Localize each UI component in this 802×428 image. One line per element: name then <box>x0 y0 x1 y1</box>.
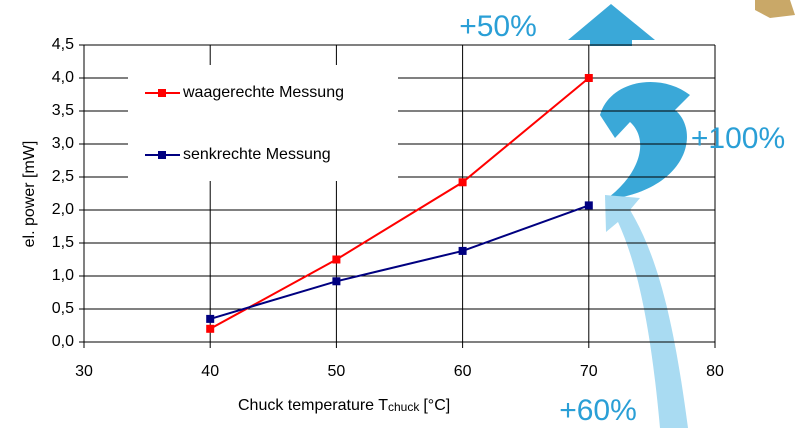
y-tick-label: 0,0 <box>52 333 74 350</box>
point <box>459 247 467 255</box>
point <box>585 74 593 82</box>
y-tick-label: 3,0 <box>52 135 74 152</box>
x-tick-label: 30 <box>75 363 93 380</box>
y-tick-label: 4,0 <box>52 69 74 86</box>
point <box>206 325 214 333</box>
y-tick-label: 0,5 <box>52 300 74 317</box>
up-arrow <box>568 4 655 46</box>
y-tick-label: 1,0 <box>52 267 74 284</box>
series-line <box>210 205 589 319</box>
x-label-unit: [°C] <box>423 397 450 414</box>
x-label-main: Chuck temperature T <box>238 397 388 414</box>
annotation: +60% <box>559 394 637 427</box>
point <box>585 201 593 209</box>
chart: +50% +100% +60% el. power [mW] Chuck tem… <box>0 0 802 428</box>
legend-label: waagerechte Messung <box>182 84 344 101</box>
x-axis-label: Chuck temperature Tchuck[°C] <box>238 397 450 414</box>
annotation: +100% <box>691 122 785 155</box>
point <box>459 178 467 186</box>
x-tick-label: 70 <box>580 363 598 380</box>
point <box>206 315 214 323</box>
curved-arrow <box>600 82 690 200</box>
y-tick-label: 2,0 <box>52 201 74 218</box>
x-tick-label: 50 <box>328 363 346 380</box>
legend-label: senkrechte Messung <box>183 146 331 163</box>
legend-marker <box>158 151 166 159</box>
x-tick-label: 40 <box>201 363 219 380</box>
photo-fragment <box>755 0 795 18</box>
annotation: +50% <box>459 10 537 43</box>
legend-marker <box>158 89 166 97</box>
y-tick-label: 3,5 <box>52 102 74 119</box>
y-tick-label: 4,5 <box>52 36 74 53</box>
y-tick-label: 2,5 <box>52 168 74 185</box>
x-label-sub: chuck <box>388 400 420 414</box>
point <box>332 256 340 264</box>
y-tick-label: 1,5 <box>52 234 74 251</box>
point <box>332 277 340 285</box>
x-tick-label: 80 <box>706 363 724 380</box>
legend <box>128 65 398 181</box>
x-tick-label: 60 <box>454 363 472 380</box>
y-axis-label: el. power [mW] <box>21 141 38 248</box>
